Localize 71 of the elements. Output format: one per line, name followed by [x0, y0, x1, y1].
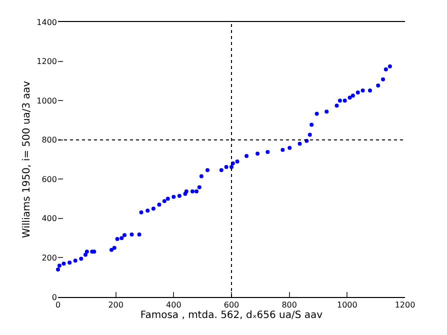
- y-tick-label: 600: [42, 174, 57, 184]
- x-tick-label: 200: [108, 300, 124, 310]
- point: [230, 164, 234, 169]
- x-axis-title: Famosa , mtda. 562, dₓ656 ua/S aav: [140, 310, 323, 322]
- x-tick-label: 800: [282, 300, 297, 310]
- point: [308, 132, 312, 137]
- point: [350, 94, 355, 98]
- point: [84, 250, 89, 254]
- point: [57, 264, 62, 268]
- y-tick-label: 0: [52, 292, 57, 302]
- point: [83, 252, 88, 257]
- point: [314, 112, 319, 116]
- y-tick-label: 1400: [36, 18, 57, 27]
- point: [206, 168, 210, 172]
- point: [110, 248, 114, 252]
- y-tick-label: 800: [42, 136, 57, 145]
- point: [334, 104, 339, 108]
- y-axis-title: Williams 1950, i= 500 ua/3 aav: [22, 80, 33, 238]
- x-tick-label: 1000: [336, 300, 358, 310]
- point: [388, 64, 392, 68]
- point: [162, 199, 166, 204]
- point: [120, 236, 124, 240]
- point: [338, 98, 342, 103]
- y-tick-label: 400: [42, 214, 57, 224]
- point: [194, 189, 199, 194]
- point: [115, 237, 120, 242]
- point: [73, 258, 78, 263]
- point: [244, 154, 249, 158]
- point: [184, 189, 188, 194]
- point: [177, 194, 182, 198]
- y-tick-label: 200: [42, 254, 57, 263]
- point: [384, 67, 388, 72]
- y-tick-label: 1200: [36, 57, 57, 66]
- point: [197, 185, 202, 190]
- point: [298, 142, 302, 146]
- point: [360, 88, 365, 93]
- point: [146, 208, 150, 213]
- x-tick-label: 1200: [394, 300, 416, 310]
- point: [348, 96, 352, 100]
- point: [224, 164, 228, 169]
- point: [368, 88, 372, 93]
- point: [139, 210, 144, 214]
- point: [266, 150, 270, 154]
- point: [310, 122, 314, 127]
- point: [235, 159, 240, 164]
- point: [376, 83, 380, 88]
- point: [166, 196, 170, 201]
- point: [68, 260, 72, 265]
- point: [56, 268, 60, 272]
- point: [324, 110, 329, 114]
- point: [356, 90, 360, 95]
- x-tick-label: 400: [166, 300, 182, 310]
- point: [256, 152, 260, 156]
- point: [137, 232, 142, 237]
- point: [151, 206, 156, 211]
- point: [172, 194, 176, 199]
- point: [219, 168, 224, 172]
- point: [79, 256, 84, 261]
- x-tick-label: 600: [224, 300, 240, 310]
- point: [288, 146, 292, 150]
- point: [122, 233, 127, 238]
- point: [130, 232, 134, 237]
- point: [157, 202, 162, 207]
- point: [199, 174, 204, 178]
- point: [190, 189, 194, 194]
- y-tick-label: 1000: [36, 96, 57, 106]
- point: [381, 77, 386, 82]
- point: [342, 98, 347, 103]
- point: [62, 262, 66, 266]
- point: [112, 246, 116, 250]
- point: [280, 148, 285, 152]
